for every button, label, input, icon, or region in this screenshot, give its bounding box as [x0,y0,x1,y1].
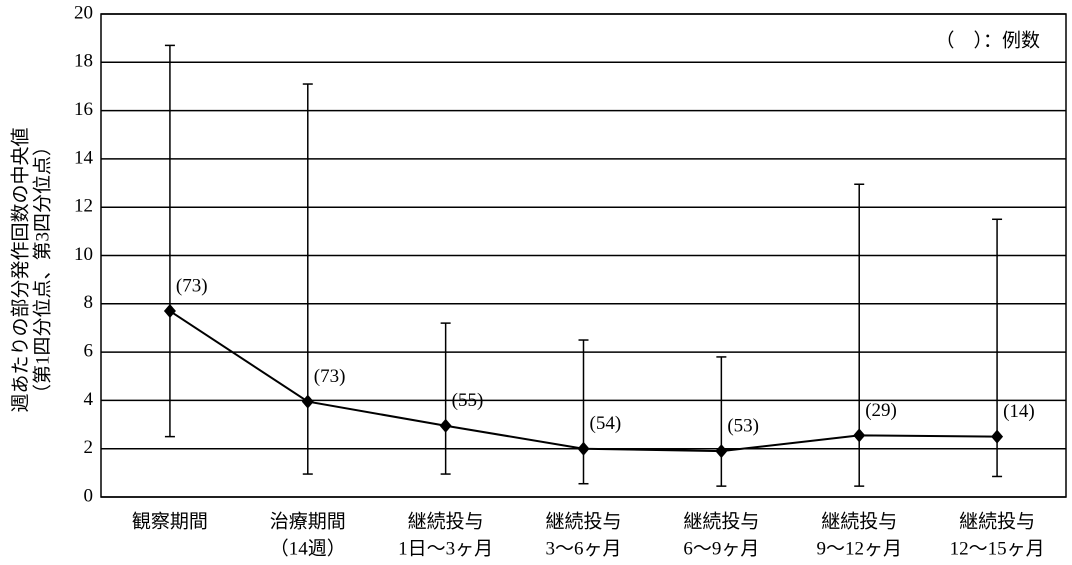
median-marker [991,429,1004,444]
x-tick-label: 治療期間 [270,510,346,532]
x-tick-label: 観察期間 [132,510,208,532]
x-tick-label: 継続投与 [683,510,759,532]
x-tick-label: 9～12ヶ月 [816,538,902,559]
y-tick-label: 14 [74,147,94,168]
count-label: (14) [1003,401,1035,422]
median-marker [577,441,590,456]
y-tick-label: 0 [84,485,94,506]
count-label: (55) [452,390,484,411]
y-tick-label: 2 [84,437,94,458]
y-tick-label: 20 [74,2,93,23]
x-tick-label: 12～15ヶ月 [950,538,1045,559]
y-tick-label: 18 [74,51,93,72]
annotation: （ ）：例数 [935,29,1040,51]
y-tick-label: 4 [84,389,94,410]
count-label: (73) [314,366,346,387]
x-tick-label: （14週） [270,537,346,559]
median-marker [715,444,728,459]
x-tick-label: 3～6ヶ月 [545,538,621,559]
y-tick-label: 16 [74,99,93,120]
y-tick-label: 10 [74,244,93,265]
x-tick-label: 継続投与 [959,510,1035,532]
x-tick-label: 6～9ヶ月 [683,538,759,559]
median-marker [301,394,314,409]
count-label: (54) [590,413,622,434]
y-axis-title-line: （第1四分位点、第3四分位点） [31,137,53,403]
median-marker [163,304,176,319]
x-tick-label: 1日～3ヶ月 [398,538,493,559]
x-tick-label: 継続投与 [408,510,484,532]
y-tick-label: 6 [84,340,94,361]
y-axis-title-line: 週あたりの部分発作回数の中央値 [9,127,31,412]
y-tick-label: 8 [84,292,94,313]
median-marker [439,418,452,433]
median-marker [853,428,866,443]
count-label: (73) [176,275,208,296]
count-label: (53) [727,415,759,436]
y-tick-label: 12 [74,196,93,217]
x-tick-label: 継続投与 [821,510,897,532]
x-tick-label: 継続投与 [545,510,621,532]
count-label: (29) [865,400,897,421]
y-axis-title: 週あたりの部分発作回数の中央値 （第1四分位点、第3四分位点） [9,127,53,412]
